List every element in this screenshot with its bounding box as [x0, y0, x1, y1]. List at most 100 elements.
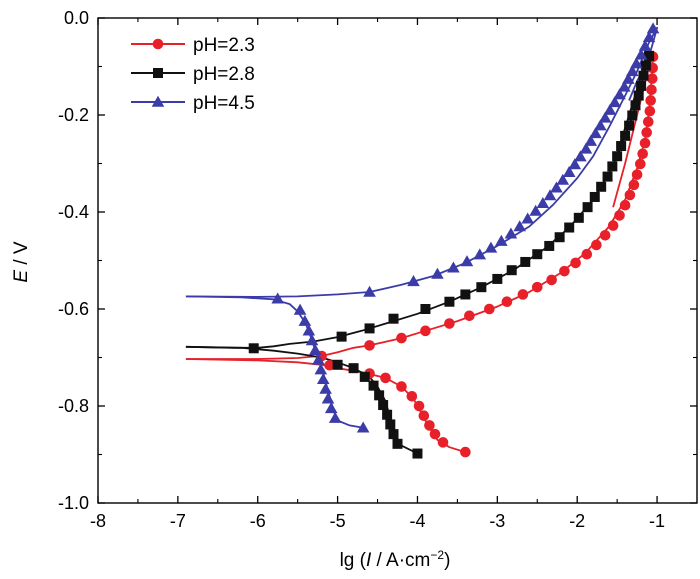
axis-ticks: -8 -7 -6 -5 -4 -3 -2 -1 0.0 -0.2 -0.4 -0.6 -0.8 -1.0: [58, 8, 697, 531]
series-1-point: [612, 151, 623, 162]
series-0-point: [406, 391, 418, 402]
series-1-point: [589, 191, 600, 202]
series-1-point: [359, 371, 370, 382]
series-2-point: [308, 343, 322, 355]
series-1-point: [412, 448, 423, 459]
x-axis-label-prefix: lg (: [340, 550, 367, 571]
series-0-point: [437, 437, 449, 448]
series-0-point: [531, 281, 543, 293]
x-axis-label: lg (I / A·cm−2): [340, 548, 451, 571]
series-2-point: [584, 134, 598, 146]
series-1-point: [630, 100, 641, 111]
series-0-point: [634, 158, 646, 170]
series-0-point: [464, 310, 475, 322]
series-2-point: [638, 39, 652, 51]
legend-label-1: pH=2.8: [193, 64, 255, 85]
series-2-point: [556, 173, 570, 185]
series-2-point: [622, 72, 635, 84]
series-0-point: [418, 410, 430, 422]
series-1-point: [582, 202, 593, 213]
series-0-point: [420, 325, 431, 337]
y-tick-label: 0.0: [64, 8, 89, 28]
series-2-point: [312, 353, 325, 365]
series-1-point: [388, 313, 399, 324]
y-tick-label: -0.6: [58, 299, 89, 319]
series-1-point: [392, 438, 403, 449]
series-1-point: [532, 249, 543, 260]
series-1-point: [364, 323, 375, 334]
series-1-point: [332, 359, 343, 370]
series-1-point: [348, 363, 359, 374]
y-tick-label: -1.0: [58, 493, 89, 513]
y-tick-label: -0.2: [58, 105, 89, 125]
series-1-point: [544, 240, 555, 251]
series-2-point: [579, 142, 593, 154]
series-2-point: [594, 119, 607, 131]
series-2-point: [550, 181, 563, 193]
x-axis-label-exponent: −2: [430, 548, 444, 562]
series-1-point: [248, 343, 259, 354]
y-tick-label: -0.8: [58, 396, 89, 416]
series-1-point: [554, 232, 565, 243]
x-axis-label-suffix: ): [444, 550, 450, 571]
series-0-point: [444, 318, 455, 329]
series-2-point: [484, 241, 498, 253]
series-1-point: [624, 120, 635, 131]
legend-marker-2: [151, 95, 165, 107]
series-1-point: [492, 273, 503, 284]
series-0-point: [429, 428, 441, 440]
legend-marker-0: [152, 38, 164, 50]
series-1-point: [627, 110, 638, 121]
series-0-point: [607, 220, 619, 231]
x-tick-label: -4: [409, 511, 425, 531]
series-2-point: [536, 196, 550, 208]
x-tick-label: -2: [569, 511, 585, 531]
series-2-point: [598, 111, 612, 123]
series-1-point: [420, 304, 431, 314]
series-2-point: [589, 127, 602, 139]
series-0-point: [641, 127, 652, 138]
series-2-point: [562, 165, 576, 177]
series-0-point: [460, 446, 471, 458]
series-1-point: [596, 181, 607, 192]
series-1-point: [520, 256, 531, 267]
series-2-point: [634, 48, 648, 60]
series-0-point: [645, 95, 656, 106]
series-1-point: [644, 50, 655, 61]
series-0-point: [546, 274, 557, 286]
series-1-point: [382, 409, 393, 420]
series-1-point: [573, 212, 584, 223]
series-0-point: [581, 248, 593, 260]
series-0-point: [380, 372, 391, 384]
series-2-point: [460, 255, 474, 267]
series-1-point: [607, 161, 618, 172]
series-2-point: [521, 212, 534, 224]
series-2-anodic-line: [185, 26, 658, 298]
x-tick-label: -6: [250, 511, 266, 531]
series-0-point: [501, 296, 513, 308]
series-2-point: [504, 227, 518, 239]
series-1-point: [620, 130, 631, 141]
x-tick-label: -1: [649, 511, 665, 531]
series-0-point: [619, 199, 631, 211]
series-1-point: [564, 222, 575, 233]
legend-marker-1: [153, 68, 163, 78]
series-1-point: [476, 282, 487, 293]
legend-label-0: pH=2.3: [193, 35, 255, 56]
series-2-point: [447, 261, 460, 273]
y-axis-label-unit: / V: [11, 241, 32, 270]
series-2-point: [529, 204, 542, 216]
series-0-point: [642, 116, 654, 128]
series-0-point: [413, 400, 425, 412]
series-2-point: [319, 382, 332, 394]
x-tick-label: -3: [489, 511, 505, 531]
series-2-point: [646, 22, 660, 34]
series-2-point: [642, 31, 656, 43]
series-0-point: [591, 239, 602, 251]
series-0-point: [646, 73, 658, 84]
x-tick-label: -5: [330, 511, 346, 531]
series-2-point: [271, 292, 284, 304]
series-2-point: [305, 334, 319, 346]
series-1-point: [385, 419, 396, 430]
series-1-point: [460, 289, 471, 300]
